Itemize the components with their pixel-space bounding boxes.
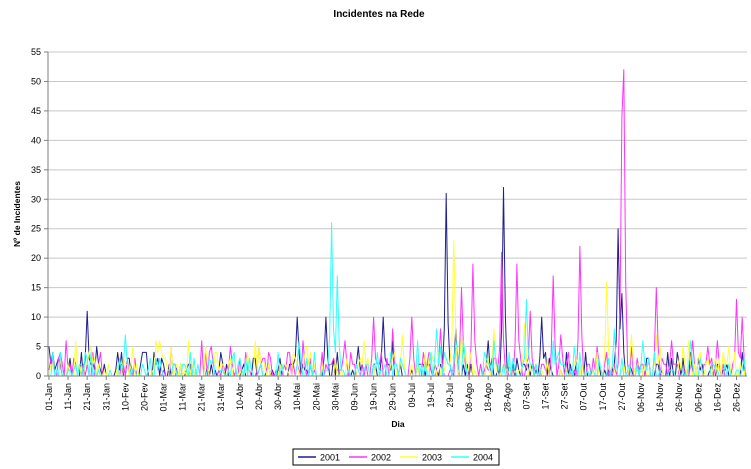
- x-tick-label: 20-Abr: [254, 383, 264, 410]
- x-tick-label: 16-Dez: [712, 383, 722, 413]
- y-tick-label: 5: [36, 342, 41, 352]
- x-tick-label: 29-Jun: [388, 383, 398, 411]
- x-tick-label: 17-Set: [541, 383, 551, 410]
- x-tick-label: 21-Mar: [197, 383, 207, 412]
- y-tick-label: 25: [31, 224, 41, 234]
- x-tick-label: 30-Mai: [330, 383, 340, 411]
- y-tick-label: 40: [31, 135, 41, 145]
- x-tick-label: 11-Mar: [178, 383, 188, 411]
- x-tick-label: 27-Set: [560, 383, 570, 410]
- x-tick-label: 18-Ago: [483, 383, 493, 412]
- x-tick-label: 20-Fev: [139, 383, 149, 412]
- x-tick-label: 28-Ago: [502, 383, 512, 412]
- legend-label-2001: 2001: [320, 453, 340, 463]
- x-tick-label: 06-Nov: [636, 383, 646, 413]
- x-tick-label: 21-Jan: [82, 383, 92, 411]
- x-tick-label: 31-Mar: [216, 383, 226, 412]
- legend-label-2004: 2004: [473, 453, 493, 463]
- y-tick-label: 10: [31, 312, 41, 322]
- y-tick-label: 45: [31, 106, 41, 116]
- x-tick-label: 26-Nov: [674, 383, 684, 413]
- x-tick-label: 30-Abr: [273, 383, 283, 410]
- x-tick-label: 29-Jul: [445, 383, 455, 408]
- legend-label-2003: 2003: [422, 453, 442, 463]
- chart-title: Incidentes na Rede: [333, 9, 425, 20]
- x-tick-label: 09-Jun: [350, 383, 360, 411]
- legend: 2001 2002 2003 2004: [292, 448, 500, 466]
- x-tick-label: 16-Nov: [655, 383, 665, 413]
- x-tick-label: 26-Dez: [731, 383, 741, 413]
- x-tick-label: 06-Dez: [693, 383, 703, 413]
- y-axis-ticks: 0 5 10 15 20 25 30 35 40 45 50 55: [31, 47, 48, 381]
- y-tick-label: 0: [36, 371, 41, 381]
- x-tick-label: 07-Set: [521, 383, 531, 410]
- x-tick-label: 27-Out: [617, 383, 627, 411]
- x-tick-label: 01-Jan: [44, 383, 54, 411]
- x-tick-label: 19-Jun: [369, 383, 379, 411]
- y-tick-label: 20: [31, 253, 41, 263]
- plot-area: [48, 52, 747, 376]
- y-tick-label: 50: [31, 76, 41, 86]
- x-tick-label: 10-Fev: [120, 383, 130, 412]
- gridlines: [48, 51, 747, 348]
- x-tick-label: 10-Mai: [292, 383, 302, 411]
- x-tick-label: 20-Mai: [311, 383, 321, 411]
- x-tick-label: 08-Ago: [464, 383, 474, 412]
- x-tick-label: 01-Mar: [159, 383, 169, 412]
- x-tick-label: 10-Abr: [235, 383, 245, 410]
- x-tick-label: 17-Out: [598, 383, 608, 411]
- legend-box: [292, 448, 500, 466]
- x-tick-label: 07-Out: [579, 383, 589, 411]
- x-tick-label: 19-Jul: [426, 383, 436, 408]
- y-tick-label: 15: [31, 283, 41, 293]
- legend-label-2002: 2002: [371, 453, 391, 463]
- x-axis-ticks: 01-Jan 11-Jan 21-Jan 31-Jan 10-Fev 20-Fev 01-M…: [44, 376, 741, 413]
- x-tick-label: 11-Jan: [63, 383, 73, 410]
- x-tick-label: 31-Jan: [101, 383, 111, 411]
- y-tick-label: 55: [31, 47, 41, 57]
- y-axis-label: Nº de Incidentes: [12, 181, 22, 247]
- x-axis-label: Dia: [391, 419, 405, 429]
- y-tick-label: 35: [31, 165, 41, 175]
- x-tick-label: 09-Jul: [407, 383, 417, 408]
- y-tick-label: 30: [31, 194, 41, 204]
